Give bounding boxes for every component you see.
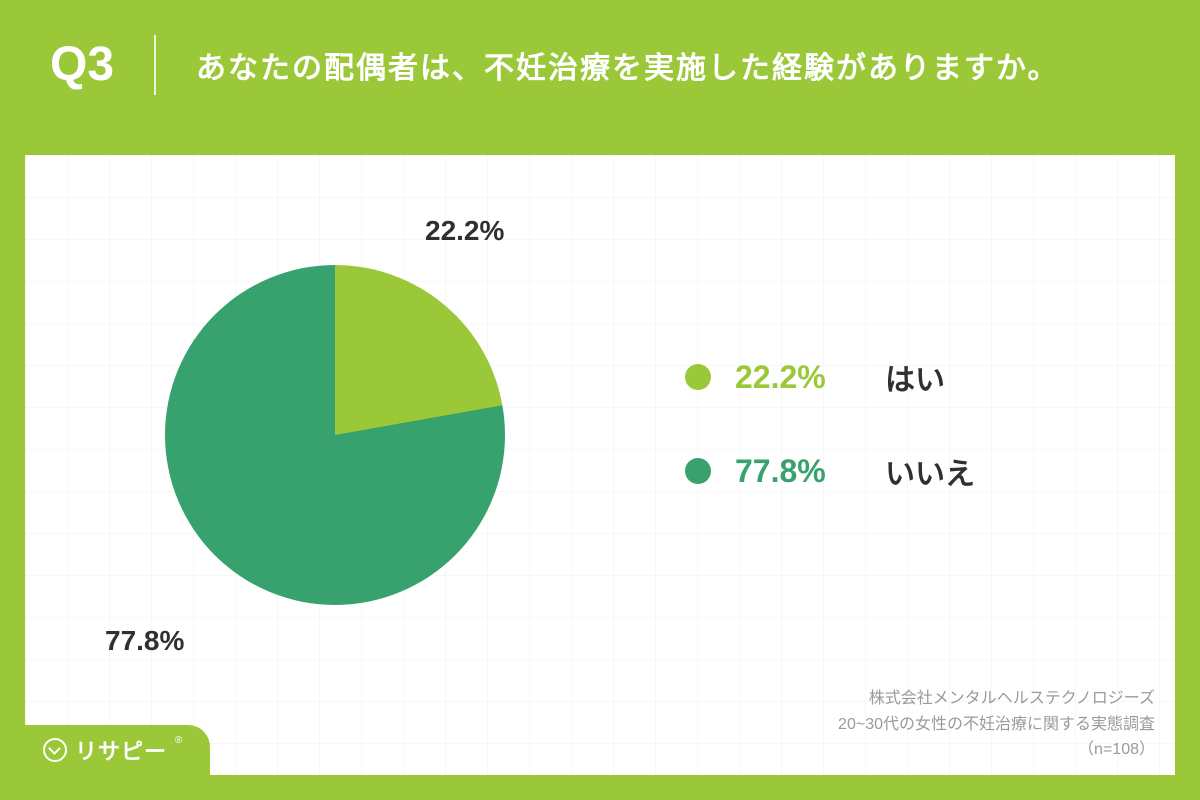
slice-label-1: 77.8% [105, 625, 184, 657]
legend-swatch-0 [685, 364, 711, 390]
pie-chart: 22.2% 77.8% [165, 265, 505, 605]
logo-text: リサピー [75, 734, 167, 766]
footer-credit: 株式会社メンタルヘルステクノロジーズ 20~30代の女性の不妊治療に関する実態調… [838, 686, 1155, 763]
logo-trademark-icon: ® [175, 735, 182, 746]
question-number: Q3 [50, 35, 156, 95]
logo-clock-icon [43, 738, 67, 762]
legend-pct-0: 22.2% [735, 359, 885, 396]
logo-tab: リサピー ® [25, 725, 210, 775]
legend-row-0: 22.2% はい [685, 355, 975, 399]
legend-label-1: いいえ [885, 449, 975, 493]
legend-row-1: 77.8% いいえ [685, 449, 975, 493]
footer-line-1: 20~30代の女性の不妊治療に関する実態調査 [838, 712, 1155, 738]
chart-panel: 22.2% 77.8% 22.2% はい 77.8% いいえ 株式会社メンタルヘ… [25, 155, 1175, 775]
legend-label-0: はい [885, 355, 945, 399]
header-bar: Q3 あなたの配偶者は、不妊治療を実施した経験がありますか。 [0, 0, 1200, 130]
slice-label-0: 22.2% [425, 215, 504, 247]
legend-swatch-1 [685, 458, 711, 484]
footer-line-2: （n=108） [838, 737, 1155, 763]
legend-pct-1: 77.8% [735, 453, 885, 490]
footer-line-0: 株式会社メンタルヘルステクノロジーズ [838, 686, 1155, 712]
question-text: あなたの配偶者は、不妊治療を実施した経験がありますか。 [156, 43, 1059, 87]
pie-graphic [165, 265, 505, 605]
body-area: 22.2% 77.8% 22.2% はい 77.8% いいえ 株式会社メンタルヘ… [0, 130, 1200, 800]
legend: 22.2% はい 77.8% いいえ [685, 355, 975, 543]
